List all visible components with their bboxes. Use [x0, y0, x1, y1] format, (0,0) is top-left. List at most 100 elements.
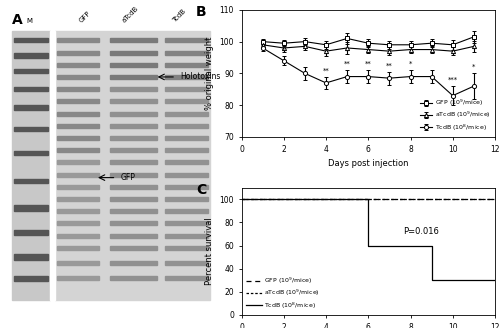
Bar	[14, 69, 48, 73]
Bar	[110, 261, 157, 265]
Bar	[110, 173, 157, 176]
Y-axis label: % original weight: % original weight	[205, 37, 214, 110]
Bar	[166, 99, 208, 103]
Bar	[57, 209, 100, 213]
Text: Holotoxins: Holotoxins	[180, 72, 220, 81]
Bar	[57, 124, 100, 128]
Bar	[54, 31, 210, 300]
Bar	[14, 87, 48, 91]
TcdB (10$^8$/mice)	[428, 278, 434, 282]
TcdB (10$^8$/mice)	[238, 197, 244, 201]
Bar	[110, 63, 157, 67]
Bar	[110, 136, 157, 140]
Text: **: **	[344, 61, 350, 67]
Bar	[57, 234, 100, 237]
Bar	[110, 99, 157, 103]
TcdB (10$^8$/mice)	[366, 197, 372, 201]
Bar	[110, 221, 157, 225]
Text: TcdB: TcdB	[172, 8, 188, 24]
Bar	[110, 124, 157, 128]
Bar	[166, 160, 208, 164]
Bar	[110, 148, 157, 152]
Text: GFP: GFP	[78, 10, 92, 24]
Bar	[14, 230, 48, 235]
Bar	[12, 31, 51, 300]
Bar	[166, 148, 208, 152]
TcdB (10$^8$/mice)	[492, 278, 498, 282]
Bar	[166, 38, 208, 42]
Bar	[166, 246, 208, 250]
Bar	[110, 51, 157, 54]
Text: *: *	[472, 64, 476, 70]
Bar	[57, 75, 100, 79]
Bar	[14, 38, 48, 43]
Text: *: *	[409, 61, 412, 67]
Bar	[57, 38, 100, 42]
Bar	[57, 221, 100, 225]
Bar	[57, 99, 100, 103]
Bar	[57, 276, 100, 280]
Bar	[14, 151, 48, 155]
Bar	[110, 160, 157, 164]
Bar	[110, 185, 157, 189]
Bar	[166, 234, 208, 237]
Bar	[57, 261, 100, 265]
Bar	[110, 246, 157, 250]
Bar	[166, 261, 208, 265]
Bar	[57, 185, 100, 189]
Bar	[14, 127, 48, 131]
Text: P=0.016: P=0.016	[403, 227, 439, 236]
Text: *: *	[282, 47, 286, 53]
Bar	[110, 276, 157, 280]
Bar	[166, 173, 208, 176]
Legend: GFP (10$^9$/mice), aTcdB (10$^9$/mice), TcdB (10$^8$/mice): GFP (10$^9$/mice), aTcdB (10$^9$/mice), …	[244, 275, 321, 312]
Text: **: **	[322, 67, 330, 73]
Bar	[57, 87, 100, 91]
TcdB (10$^8$/mice)	[366, 244, 372, 248]
Bar	[110, 75, 157, 79]
Bar	[166, 112, 208, 115]
Bar	[14, 254, 48, 260]
Bar	[166, 124, 208, 128]
Bar	[14, 178, 48, 183]
Bar	[57, 51, 100, 54]
Bar	[166, 185, 208, 189]
Bar	[110, 209, 157, 213]
Text: C: C	[196, 183, 206, 197]
Bar	[110, 87, 157, 91]
Text: M: M	[26, 18, 32, 24]
Bar	[14, 105, 48, 110]
Bar	[57, 246, 100, 250]
Bar	[166, 87, 208, 91]
Bar	[166, 75, 208, 79]
TcdB (10$^8$/mice)	[428, 244, 434, 248]
Bar	[14, 276, 48, 281]
Y-axis label: Percent survival: Percent survival	[205, 217, 214, 285]
Text: GFP: GFP	[120, 173, 136, 182]
Bar	[14, 205, 48, 211]
Bar	[57, 136, 100, 140]
Text: ***: ***	[448, 77, 458, 83]
Bar	[57, 148, 100, 152]
Bar	[57, 63, 100, 67]
Legend: GFP (10$^9$/mice), aTcdB (10$^9$/mice), TcdB (10$^8$/mice): GFP (10$^9$/mice), aTcdB (10$^9$/mice), …	[418, 97, 492, 134]
Bar	[110, 234, 157, 237]
Bar	[166, 276, 208, 280]
Text: **: **	[386, 63, 393, 69]
Bar	[57, 160, 100, 164]
Bar	[110, 38, 157, 42]
Bar	[166, 221, 208, 225]
Bar	[57, 173, 100, 176]
Bar	[57, 112, 100, 115]
Bar	[166, 197, 208, 201]
Bar	[50, 31, 54, 300]
Bar	[110, 112, 157, 115]
Bar	[166, 209, 208, 213]
Text: A: A	[12, 13, 23, 27]
Bar	[166, 136, 208, 140]
Bar	[14, 53, 48, 58]
Bar	[166, 51, 208, 54]
Bar	[57, 197, 100, 201]
Text: aTcdB: aTcdB	[120, 5, 140, 24]
Bar	[110, 197, 157, 201]
